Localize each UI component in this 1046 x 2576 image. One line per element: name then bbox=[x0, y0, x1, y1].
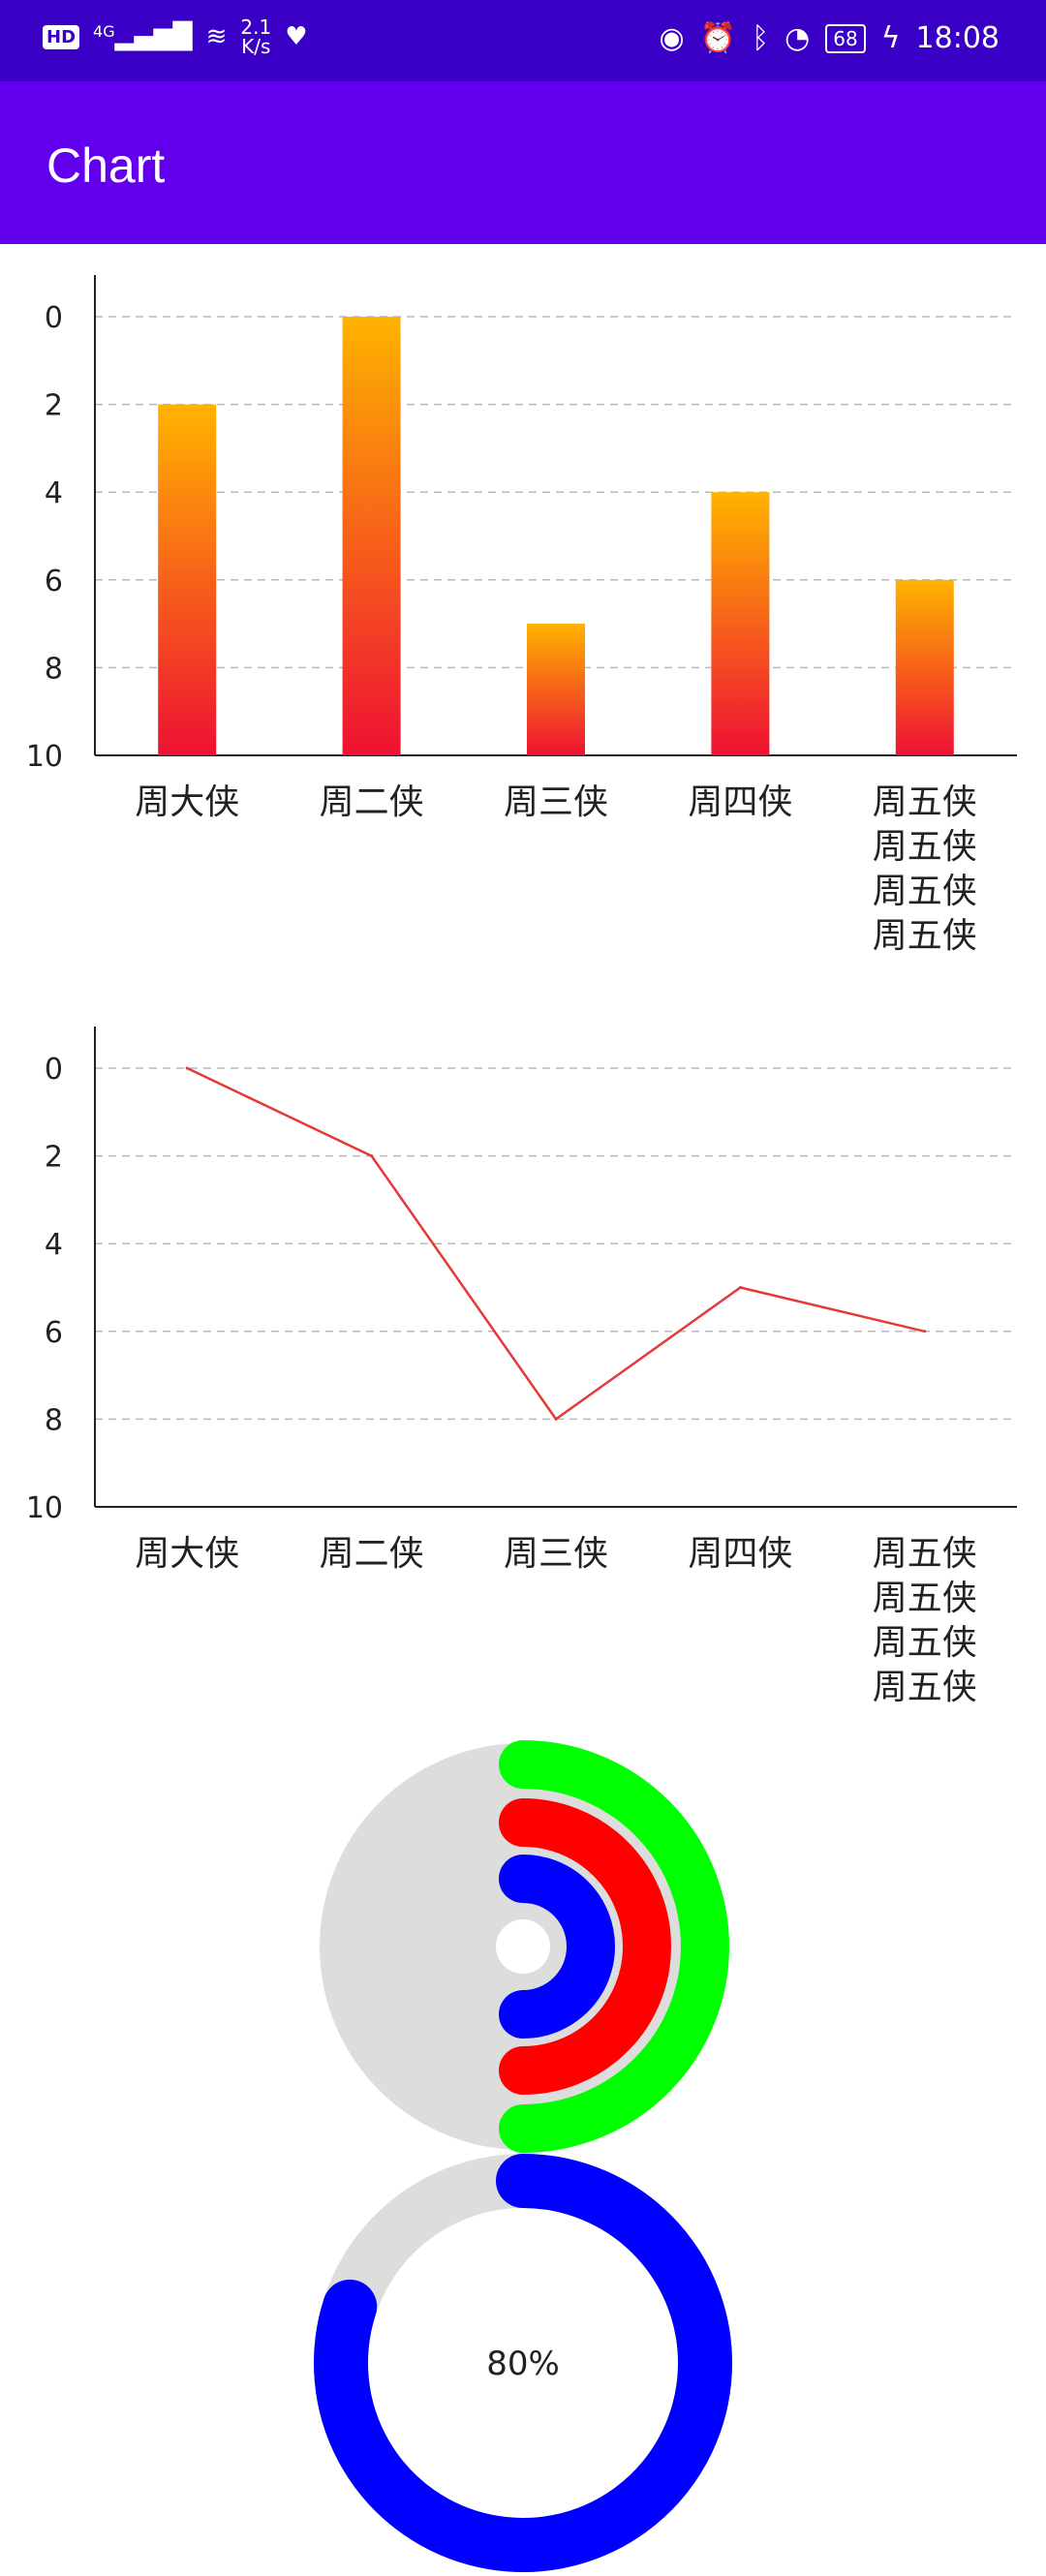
line-chart-x-tick-label: 周四侠 bbox=[688, 1534, 792, 1574]
line-chart-x-tick-label: 周二侠 bbox=[320, 1534, 424, 1574]
clock: 18:08 bbox=[915, 21, 1000, 55]
bluetooth-icon: ᛒ bbox=[752, 21, 770, 55]
speed-unit: K/s bbox=[241, 35, 271, 58]
bar bbox=[895, 579, 954, 755]
ring-arc bbox=[499, 1740, 729, 2153]
charging-icon: ϟ bbox=[880, 21, 901, 55]
bar-chart-x-tick-label: 周五侠周五侠周五侠周五侠 bbox=[873, 782, 977, 956]
line-chart-x-tick-label: 周五侠周五侠周五侠周五侠 bbox=[873, 1534, 977, 1707]
wifi-icon: ≋ bbox=[205, 22, 228, 51]
hd-badge: HD bbox=[43, 24, 80, 49]
network-speed: 2.1 K/s bbox=[240, 17, 271, 56]
ring-arc bbox=[499, 1798, 671, 2095]
bar-chart-y-tick-label: 6 bbox=[45, 565, 63, 598]
bar bbox=[158, 404, 217, 755]
status-right: ◉ ⏰ ᛒ ◔ 68 ϟ 18:08 bbox=[660, 21, 1000, 55]
battery-icon: 68 bbox=[825, 23, 866, 53]
progress-label: 80% bbox=[486, 2345, 560, 2383]
signal-label: 4G bbox=[93, 22, 115, 41]
line-chart-y-tick-label: 10 bbox=[26, 1491, 63, 1525]
line-chart-x-tick-label: 周大侠 bbox=[135, 1534, 239, 1574]
line-chart: 0 2 4 6 8 10 周大侠 周二侠 周三侠 周四侠 周五侠周五侠周五侠周五侠 bbox=[26, 1027, 1017, 1707]
line-chart-y-tick-label: 0 bbox=[45, 1053, 63, 1087]
bar bbox=[527, 624, 585, 755]
line-point bbox=[923, 1330, 927, 1334]
ring-center-hole bbox=[496, 1919, 550, 1974]
app-bar: Chart bbox=[0, 81, 1046, 244]
line-chart-y-tick-label: 2 bbox=[45, 1141, 63, 1175]
ring-arc bbox=[499, 1855, 615, 2039]
line-point bbox=[554, 1417, 558, 1421]
page-title: Chart bbox=[46, 138, 166, 193]
speed-value: 2.1 bbox=[240, 15, 272, 39]
status-left: HD 4G▂▄▆█ ≋ 2.1 K/s ♥ bbox=[43, 17, 308, 56]
status-bar: HD 4G▂▄▆█ ≋ 2.1 K/s ♥ ◉ ⏰ ᛒ ◔ 68 ϟ 18:08 bbox=[0, 0, 1046, 81]
alarm-icon: ⏰ bbox=[699, 21, 737, 55]
line-point bbox=[185, 1066, 189, 1070]
progress-ring-chart: 80% bbox=[314, 2154, 732, 2572]
bar-chart-x-tick-label: 周四侠 bbox=[688, 782, 792, 822]
eye-icon: ◉ bbox=[659, 21, 685, 55]
bar-chart-y-tick-label: 4 bbox=[45, 476, 63, 510]
bar bbox=[711, 492, 770, 755]
line-chart-x-tick-label: 周三侠 bbox=[504, 1534, 608, 1574]
bar-chart-y-tick-label: 0 bbox=[45, 301, 63, 335]
line-point bbox=[370, 1154, 374, 1158]
signal-icon: 4G▂▄▆█ bbox=[93, 22, 193, 51]
line-point bbox=[738, 1286, 742, 1289]
line-chart-y-tick-label: 8 bbox=[45, 1403, 63, 1437]
bar bbox=[342, 317, 401, 755]
bar-chart-x-tick-label: 周二侠 bbox=[320, 782, 424, 822]
progress-arc bbox=[314, 2154, 732, 2572]
heart-icon: ♥ bbox=[285, 22, 308, 51]
data-saver-icon: ◔ bbox=[784, 21, 811, 55]
bar-chart-y-tick-label: 2 bbox=[45, 389, 63, 423]
bar-chart-y-tick-label: 10 bbox=[26, 740, 63, 774]
bar-chart-x-tick-label: 周大侠 bbox=[135, 782, 239, 822]
line-chart-y-tick-label: 4 bbox=[45, 1228, 63, 1262]
bar-chart-y-tick-label: 8 bbox=[45, 652, 63, 686]
concentric-ring-chart bbox=[320, 1740, 729, 2153]
bar-chart-x-tick-label: 周三侠 bbox=[504, 782, 608, 822]
line-chart-y-tick-label: 6 bbox=[45, 1316, 63, 1350]
bar-chart: 0 2 4 6 8 10 周大侠 周二侠 周三侠 周四侠 周五侠周五侠周五侠周五侠 bbox=[26, 275, 1017, 956]
